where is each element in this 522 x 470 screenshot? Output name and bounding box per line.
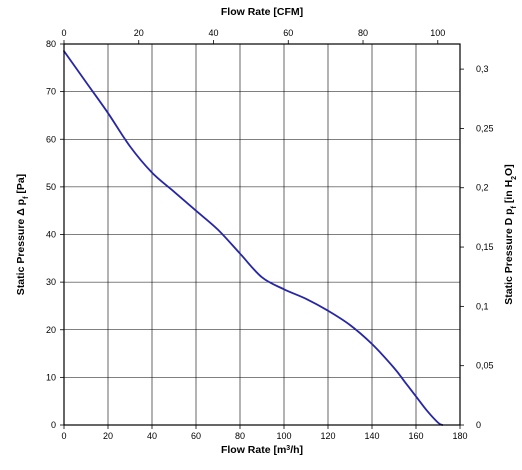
x-bottom-tick-label: 180 bbox=[452, 431, 467, 441]
y-right-axis-title: Static Pressure D pf [in H2O] bbox=[503, 164, 518, 304]
x-top-tick-label: 40 bbox=[209, 28, 219, 38]
x-bottom-tick-label: 120 bbox=[320, 431, 335, 441]
x-bottom-tick-label: 60 bbox=[191, 431, 201, 441]
y-left-tick-label: 60 bbox=[46, 134, 56, 144]
y-right-tick-label: 0 bbox=[476, 420, 481, 430]
x-top-tick-label: 60 bbox=[283, 28, 293, 38]
x-top-tick-label: 100 bbox=[430, 28, 445, 38]
y-left-tick-label: 50 bbox=[46, 182, 56, 192]
x-top-tick-label: 0 bbox=[61, 28, 66, 38]
x-top-axis-title: Flow Rate [CFM] bbox=[221, 6, 303, 18]
y-left-tick-label: 10 bbox=[46, 372, 56, 382]
y-right-tick-label: 0,05 bbox=[476, 361, 494, 371]
x-bottom-tick-label: 100 bbox=[276, 431, 291, 441]
x-bottom-tick-label: 40 bbox=[147, 431, 157, 441]
x-bottom-tick-label: 160 bbox=[408, 431, 423, 441]
y-left-tick-label: 30 bbox=[46, 277, 56, 287]
y-left-tick-label: 0 bbox=[51, 420, 56, 430]
y-right-tick-label: 0,1 bbox=[476, 301, 489, 311]
plot-frame bbox=[63, 43, 461, 426]
x-top-tick-label: 20 bbox=[134, 28, 144, 38]
series-line bbox=[63, 50, 444, 426]
x-bottom-axis-title: Flow Rate [m3/h] bbox=[221, 444, 303, 456]
y-right-tick-label: 0,2 bbox=[476, 183, 489, 193]
x-bottom-tick-label: 140 bbox=[364, 431, 379, 441]
y-right-tick-label: 0,3 bbox=[476, 64, 489, 74]
y-left-tick-label: 20 bbox=[46, 325, 56, 335]
tick-labels: 0 20 40 60 80 100 120 140 160 180 0 10 20 30 40 50 60 70 8… bbox=[46, 28, 494, 441]
x-top-tick-label: 80 bbox=[358, 28, 368, 38]
y-left-tick-label: 40 bbox=[46, 230, 56, 240]
y-right-tick-label: 0,25 bbox=[476, 123, 494, 133]
x-bottom-tick-label: 20 bbox=[103, 431, 113, 441]
y-left-axis-title: Static Pressure Δ pf [Pa] bbox=[15, 174, 30, 295]
tick-marks bbox=[60, 40, 464, 429]
x-bottom-tick-label: 80 bbox=[235, 431, 245, 441]
y-right-tick-label: 0,15 bbox=[476, 242, 494, 252]
y-left-tick-label: 80 bbox=[46, 39, 56, 49]
x-bottom-tick-label: 0 bbox=[61, 431, 66, 441]
grid bbox=[64, 44, 460, 425]
y-left-tick-label: 70 bbox=[46, 87, 56, 97]
